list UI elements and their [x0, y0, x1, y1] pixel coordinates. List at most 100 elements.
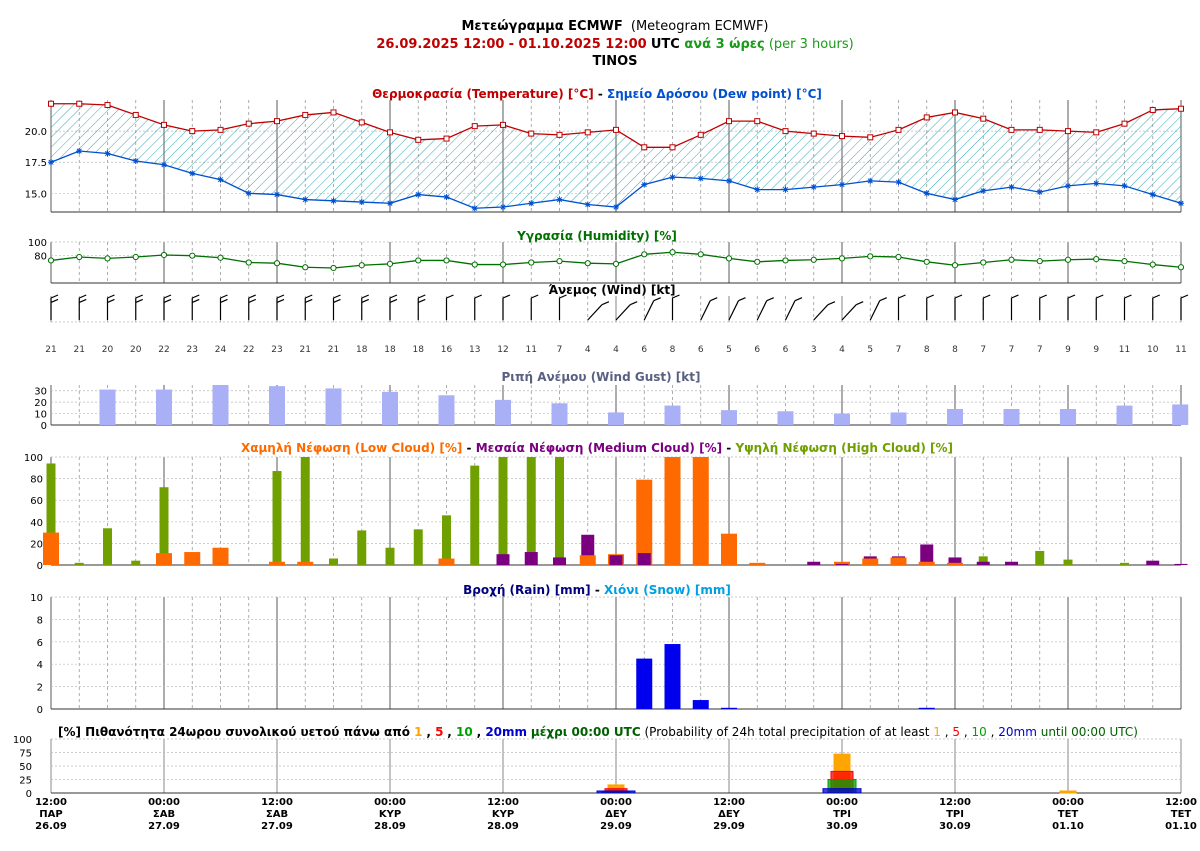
low-cloud-bar	[721, 533, 737, 565]
gust-ytick-label: 10	[34, 410, 47, 421]
header-end: 01.10.2025 12:00	[519, 37, 647, 52]
dew-point	[641, 181, 648, 188]
high-cloud-bar	[103, 528, 112, 565]
wind-speed-label: 18	[413, 345, 425, 355]
wind-barb-feather	[1011, 294, 1019, 299]
wind-barb-feather	[50, 298, 59, 303]
x-label-time: 12:00	[1165, 797, 1197, 808]
wind-speed-label: 23	[187, 345, 198, 355]
cloud-title-high: Υψηλή Νέφωση (High Cloud) [%]	[734, 441, 953, 455]
temp-title-sep: -	[598, 87, 607, 101]
wind-barb-feather	[276, 294, 285, 299]
humidity-point	[528, 259, 535, 266]
humidity-point	[189, 252, 196, 259]
humidity-point	[754, 258, 761, 265]
humidity-point	[499, 261, 507, 268]
gust-bar	[1172, 404, 1189, 425]
wind-barb	[982, 294, 991, 320]
dew-point	[669, 174, 676, 181]
wind-barb	[1123, 294, 1132, 320]
humidity-point	[867, 253, 874, 260]
dew-point	[1121, 182, 1128, 189]
prob-ytick-label: 0	[26, 789, 32, 800]
gust-bar	[382, 391, 398, 425]
cloud-title-sep2: -	[726, 441, 735, 455]
humidity-point	[1177, 264, 1185, 271]
humidity-point	[669, 249, 676, 256]
wind-barb	[1152, 294, 1160, 320]
dew-point	[810, 184, 817, 191]
prob-title-20: 20mm	[485, 725, 527, 739]
gust-bar	[721, 410, 737, 425]
wind-barb	[587, 301, 610, 321]
humidity-point	[443, 257, 450, 264]
prob-title-e3: 5	[952, 725, 960, 739]
rain-title-b: Χιόνι (Snow) [mm]	[604, 583, 731, 597]
wind-barb	[50, 294, 59, 320]
temp-point	[1036, 126, 1043, 133]
low-cloud-bar	[664, 457, 681, 565]
temp-point	[669, 144, 676, 151]
wind-barb	[1010, 294, 1019, 320]
dew-point	[952, 196, 958, 203]
wind-barb-feather	[276, 298, 285, 303]
dew-point	[839, 181, 845, 188]
wind-barb	[728, 297, 746, 321]
temp-point	[1065, 128, 1071, 135]
low-cloud-bar	[947, 562, 963, 565]
cloud-ytick-label: 20	[30, 539, 43, 550]
humidity-point	[245, 259, 252, 266]
humidity-point	[895, 253, 902, 261]
wind-title: Άνεμος (Wind) [kt]	[548, 283, 675, 297]
wind-barb	[954, 294, 963, 320]
dew-point	[1149, 191, 1156, 198]
temp-point	[726, 118, 732, 125]
rain-ytick-label: 2	[37, 683, 43, 694]
prob-title-c2: ,	[447, 725, 456, 739]
dew-point	[584, 201, 591, 208]
cloud-title-low: Χαμηλή Νέφωση (Low Cloud) [%]	[241, 441, 462, 455]
wind-barb-staff	[813, 304, 829, 321]
temp-point	[528, 130, 535, 137]
rain-bar	[692, 700, 709, 709]
wind-barb	[163, 294, 172, 320]
wind-speed-label: 7	[1037, 345, 1043, 355]
prob-title-b: μέχρι 00:00 UTC	[531, 725, 641, 739]
prob-title-e5: 10	[971, 725, 986, 739]
humidity-point	[838, 255, 846, 262]
wind-barb	[502, 294, 511, 320]
humidity-point	[782, 257, 789, 264]
wind-barb-staff	[869, 300, 881, 321]
gust-bar	[495, 399, 511, 425]
wind-barb-feather	[502, 294, 511, 299]
wind-barb	[558, 294, 567, 320]
x-label-date: 30.09	[939, 821, 971, 832]
prob-20mm-bar	[822, 788, 862, 794]
dew-point	[1036, 189, 1043, 196]
wind-speed-label: 5	[867, 345, 873, 355]
wind-barb-staff	[784, 300, 796, 321]
dew-point	[726, 177, 732, 184]
humidity-point	[1036, 258, 1043, 265]
humidity-point	[1093, 255, 1100, 263]
temp-point	[839, 133, 845, 140]
humidity-point	[1064, 256, 1072, 263]
dew-point	[697, 175, 704, 182]
header-dash: -	[509, 37, 519, 52]
prob-title-e4: ,	[964, 725, 972, 739]
prob-title-10: 10	[456, 725, 473, 739]
high-cloud-bar	[1120, 562, 1129, 565]
wind-barb	[1180, 294, 1189, 320]
wind-barb	[361, 294, 369, 320]
high-cloud-bar	[1063, 559, 1073, 565]
dew-point	[980, 187, 987, 194]
wind-barb-feather	[50, 294, 59, 299]
high-cloud-bar	[46, 463, 56, 565]
dew-point	[1178, 200, 1184, 207]
temp-point	[217, 126, 224, 133]
low-cloud-bar	[862, 558, 879, 565]
x-label-date: 01.10	[1165, 821, 1197, 832]
wind-barb-feather	[107, 298, 115, 303]
